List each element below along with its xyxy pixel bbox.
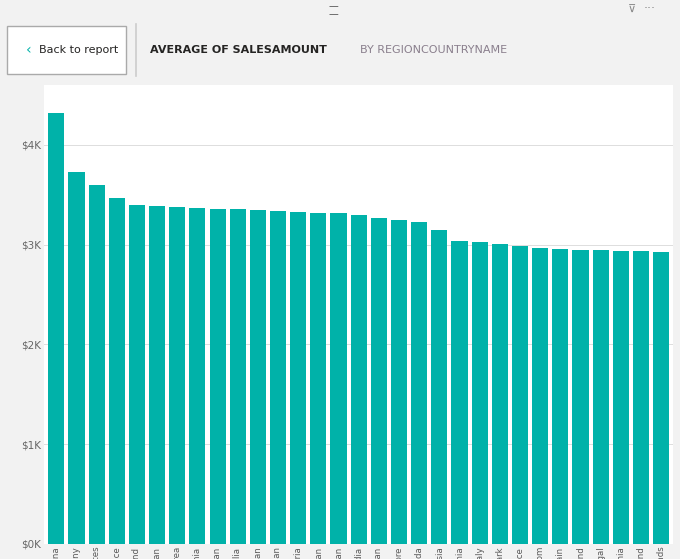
Bar (129, 205, 145, 544)
Bar (411, 222, 427, 544)
Bar (613, 250, 629, 544)
Text: ···: ··· (643, 2, 656, 16)
Bar (592, 250, 609, 544)
Bar (109, 198, 125, 544)
Bar (431, 230, 447, 544)
Bar (149, 206, 165, 544)
FancyBboxPatch shape (7, 26, 126, 74)
Bar (472, 242, 488, 544)
Bar (330, 213, 347, 544)
Bar (250, 210, 266, 544)
Bar (290, 212, 306, 544)
Bar (633, 251, 649, 544)
Bar (209, 209, 226, 544)
Text: ⊽: ⊽ (628, 4, 636, 14)
Bar (189, 208, 205, 544)
Bar (351, 215, 367, 544)
Bar (512, 245, 528, 544)
Text: Back to report: Back to report (39, 45, 118, 55)
Bar (653, 252, 669, 544)
Bar (371, 217, 387, 544)
Bar (270, 211, 286, 544)
Bar (532, 248, 548, 544)
Bar (230, 209, 245, 544)
Text: AVERAGE OF SALESAMOUNT: AVERAGE OF SALESAMOUNT (150, 45, 326, 55)
Text: ‹: ‹ (25, 43, 31, 57)
Bar (492, 244, 508, 544)
Text: —
—: — — (328, 1, 338, 19)
Bar (552, 249, 568, 544)
Bar (69, 172, 84, 544)
Bar (169, 207, 186, 544)
Text: BY REGIONCOUNTRYNAME: BY REGIONCOUNTRYNAME (360, 45, 507, 55)
Bar (310, 212, 326, 544)
Bar (573, 249, 588, 544)
Bar (452, 240, 468, 544)
Bar (391, 220, 407, 544)
Bar (88, 184, 105, 544)
Bar (48, 113, 65, 544)
